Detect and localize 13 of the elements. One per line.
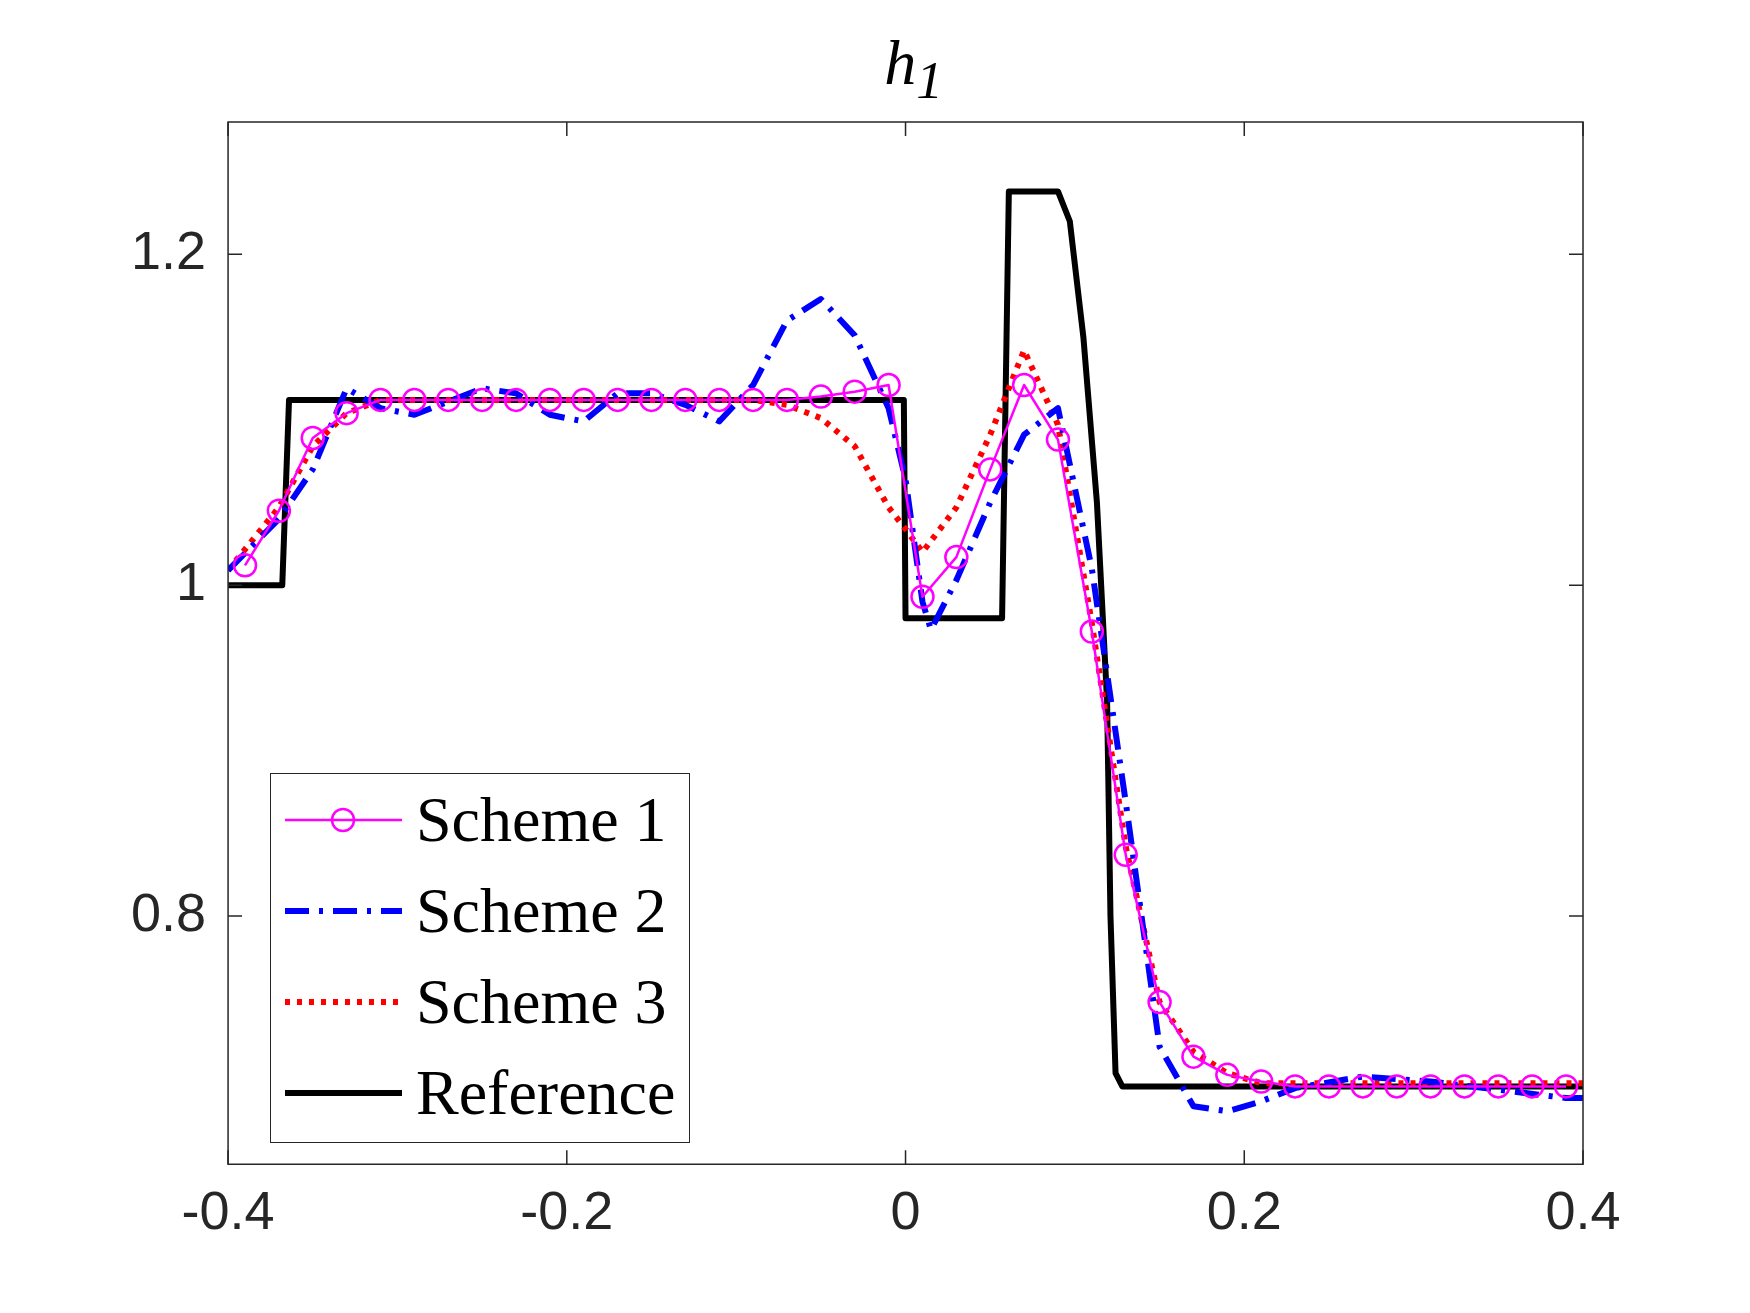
legend-label: Reference: [416, 1055, 676, 1130]
x-tick-label: -0.2: [520, 1180, 614, 1241]
x-tick-label: 0.4: [1545, 1180, 1621, 1241]
y-tick-label: 1: [176, 551, 207, 612]
y-tick-label: 0.8: [130, 881, 207, 942]
x-tick-label: 0.2: [1206, 1180, 1282, 1241]
chart-title: h$_{1}$: [884, 27, 943, 110]
legend-label: Scheme 2: [416, 873, 667, 948]
x-tick-label: -0.4: [181, 1180, 275, 1241]
x-tick-label: 0: [890, 1180, 921, 1241]
legend-label: Scheme 3: [416, 964, 667, 1039]
legend-label: Scheme 1: [416, 782, 667, 857]
y-tick-label: 1.2: [130, 220, 207, 281]
